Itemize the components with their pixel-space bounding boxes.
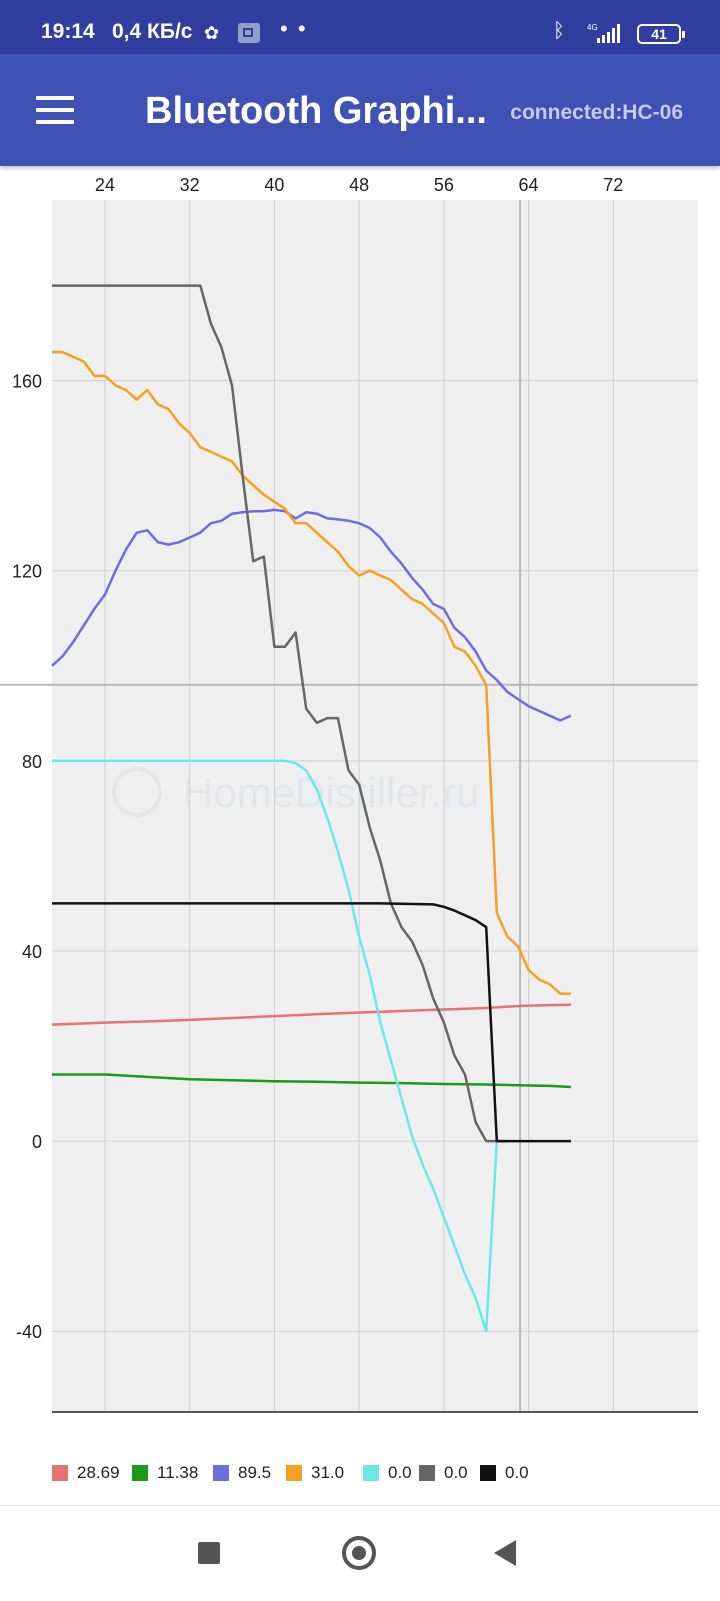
battery-icon: 41 bbox=[637, 24, 685, 44]
grid-vertical bbox=[104, 200, 614, 1412]
legend-swatch bbox=[213, 1465, 229, 1481]
crosshair bbox=[0, 200, 698, 1412]
connection-status: connected:HC-06 bbox=[510, 101, 683, 124]
home-circle-icon[interactable] bbox=[342, 1536, 376, 1570]
legend-swatch bbox=[419, 1465, 435, 1481]
network-type: 4G bbox=[587, 23, 598, 32]
hamburger-menu-icon[interactable] bbox=[36, 96, 76, 124]
y-tick-label: 120 bbox=[12, 562, 42, 582]
legend-label: 11.38 bbox=[157, 1463, 199, 1482]
chart-area: HomeDistiller.ru 24 32 40 48 56 64 72 160 120 80… bbox=[0, 166, 720, 1506]
series-line-6 bbox=[52, 284, 508, 1143]
y-axis-ticks: 160 120 80 40 0 -40 bbox=[12, 372, 42, 1343]
network-speed: 0,4 КБ/с bbox=[112, 20, 193, 43]
legend-label: 31.0 bbox=[311, 1463, 345, 1482]
series-line-1 bbox=[51, 1003, 571, 1026]
legend-swatch bbox=[363, 1465, 379, 1481]
bluetooth-icon: ᛒ bbox=[553, 20, 565, 42]
back-triangle-icon[interactable] bbox=[494, 1540, 516, 1566]
x-tick-label: 56 bbox=[434, 175, 454, 195]
plot-background bbox=[52, 200, 698, 1412]
flower-icon: ✿ bbox=[204, 23, 220, 43]
more-notifications-icon: • • bbox=[280, 16, 308, 41]
series-line-2 bbox=[52, 1073, 571, 1089]
legend-swatch bbox=[132, 1465, 148, 1481]
legend-label: 0.0 bbox=[444, 1463, 468, 1482]
battery-level: 41 bbox=[651, 26, 667, 42]
series-line-4 bbox=[52, 350, 571, 995]
legend-swatch bbox=[52, 1465, 68, 1481]
legend-swatch bbox=[480, 1465, 496, 1481]
legend-label: 89.5 bbox=[238, 1463, 272, 1482]
legend-label: 28.69 bbox=[77, 1463, 120, 1482]
series-lines bbox=[51, 284, 572, 1333]
app-title: Bluetooth Graphi... bbox=[145, 90, 487, 132]
x-tick-label: 24 bbox=[95, 175, 115, 195]
app-bar: Bluetooth Graphi... connected:HC-06 bbox=[0, 54, 720, 166]
series-line-5 bbox=[52, 759, 499, 1333]
watermark: HomeDistiller.ru bbox=[112, 767, 479, 817]
x-axis-ticks: 24 32 40 48 56 64 72 bbox=[95, 175, 623, 195]
series-line-3 bbox=[51, 508, 572, 722]
series-line-7 bbox=[52, 902, 571, 1143]
y-tick-label: -40 bbox=[16, 1322, 42, 1342]
legend-label: 0.0 bbox=[388, 1463, 412, 1482]
y-tick-label: 80 bbox=[22, 752, 42, 772]
status-time: 19:14 bbox=[41, 20, 95, 43]
grid-horizontal bbox=[52, 380, 698, 1332]
legend-label: 0.0 bbox=[505, 1463, 529, 1482]
signal-icon: 4G bbox=[587, 23, 620, 43]
legend-swatch bbox=[286, 1465, 302, 1481]
x-tick-label: 64 bbox=[519, 175, 539, 195]
x-tick-label: 48 bbox=[349, 175, 369, 195]
x-tick-label: 40 bbox=[264, 175, 284, 195]
line-chart: HomeDistiller.ru 24 32 40 48 56 64 72 160 120 80… bbox=[0, 175, 698, 1413]
status-bar: 19:14 0,4 КБ/с ✿ • • ᛒ 4G 41 bbox=[0, 0, 720, 54]
y-tick-label: 40 bbox=[22, 942, 42, 962]
watermark-text: HomeDistiller.ru bbox=[183, 769, 479, 816]
y-tick-label: 160 bbox=[12, 372, 42, 392]
x-tick-label: 32 bbox=[180, 175, 200, 195]
watermark-logo-icon bbox=[112, 767, 162, 817]
cast-icon bbox=[238, 23, 260, 43]
x-tick-label: 72 bbox=[603, 175, 623, 195]
y-tick-label: 0 bbox=[32, 1132, 42, 1152]
recents-square-icon[interactable] bbox=[198, 1542, 220, 1564]
nav-bar bbox=[0, 1505, 720, 1601]
